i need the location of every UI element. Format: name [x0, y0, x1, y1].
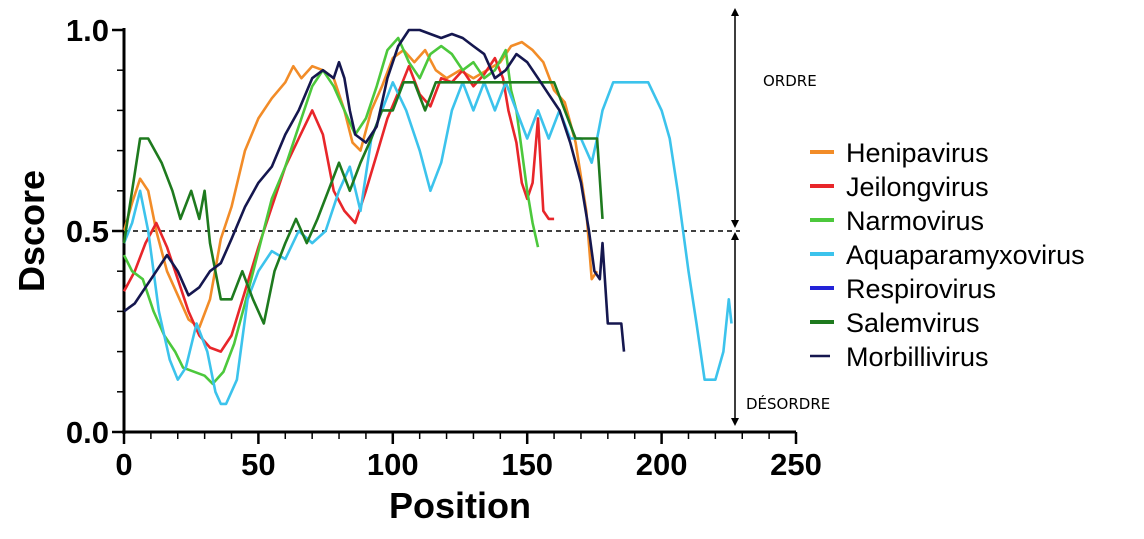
x-tick-label: 150	[501, 447, 553, 482]
legend-label-respirovirus: Respirovirus	[846, 274, 996, 304]
legend-label-narmovirus: Narmovirus	[846, 206, 984, 236]
y-axis-title: Dscore	[11, 170, 52, 292]
x-axis-title: Position	[389, 485, 531, 526]
series-line-aquaparamyxovirus	[122, 81, 733, 406]
x-tick-label: 250	[770, 447, 822, 482]
x-tick-label: 200	[636, 447, 688, 482]
ticks-layer: 0 50 100 150 200 250 0.0 0.5 1.0	[66, 13, 822, 482]
y-tick-label: 0.5	[66, 214, 109, 249]
x-tick-label: 50	[241, 447, 275, 482]
ordre-label: ORDRE	[763, 72, 817, 90]
x-tick-label: 100	[367, 447, 419, 482]
y-tick-label: 0.0	[66, 415, 109, 450]
x-tick-label: 0	[115, 447, 132, 482]
legend-label-henipavirus: Henipavirus	[846, 138, 989, 168]
series-line-salemvirus	[122, 81, 604, 325]
series-line-narmovirus	[122, 36, 540, 386]
legend-label-jeilongvirus: Jeilongvirus	[846, 172, 989, 202]
y-tick-label: 1.0	[66, 13, 109, 48]
legend: Henipavirus Jeilongvirus Narmovirus Aquapar…	[810, 138, 1085, 372]
legend-label-morbillivirus: Morbillivirus	[846, 342, 989, 372]
desordre-label: DÉSORDRE	[746, 394, 830, 413]
legend-label-salemvirus: Salemvirus	[846, 308, 980, 338]
legend-label-aquaparamyxovirus: Aquaparamyxovirus	[846, 240, 1085, 270]
series-line-morbillivirus	[123, 28, 626, 352]
series-layer	[122, 28, 733, 406]
annotation-layer: ORDRE DÉSORDRE	[731, 8, 830, 426]
series-line-jeilongvirus	[122, 56, 555, 353]
